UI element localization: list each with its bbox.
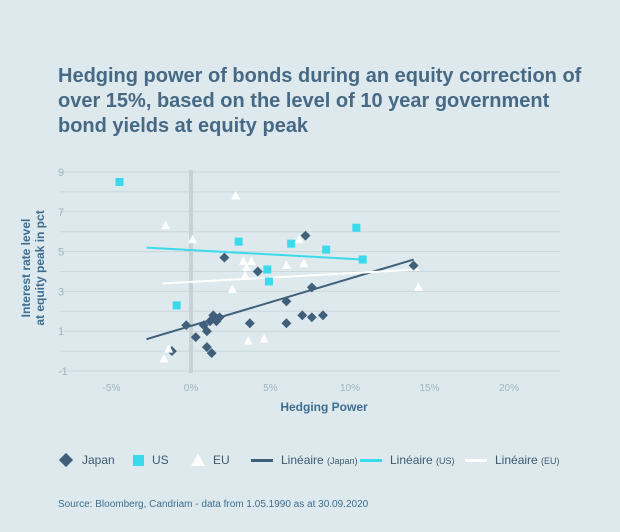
legend-label-japan: Japan [82, 453, 115, 467]
eu-point [231, 190, 241, 200]
japan-point [408, 260, 419, 271]
japan-point [219, 252, 230, 263]
x-tick-label: 10% [340, 383, 360, 394]
japan-point [300, 230, 311, 241]
legend-item-japan: Japan [58, 449, 115, 471]
eu-point [413, 282, 423, 291]
trendline-layer [146, 246, 419, 341]
x-tick-label: 0% [184, 383, 199, 394]
us-point [287, 239, 296, 248]
eu-point [164, 344, 174, 353]
us-point [115, 177, 124, 186]
legend: Japan US EU Linéaire (Japan) Linéaire (U… [0, 449, 620, 471]
japan-point [181, 320, 192, 331]
legend-item-lin-japan: Linéaire (Japan) [251, 449, 358, 471]
japan-line-icon [251, 458, 273, 462]
japan-point [281, 296, 292, 307]
eu-point [259, 334, 269, 343]
y-tick-label: 7 [58, 207, 64, 219]
eu-line-icon [465, 458, 487, 462]
eu-point [188, 234, 198, 244]
us-point [234, 237, 243, 246]
us-point [322, 245, 331, 254]
us-point [172, 301, 181, 310]
eu-point [159, 354, 169, 363]
y-axis-title: Interest rate levelat equity peak in pct [19, 210, 47, 325]
legend-label-us: US [152, 453, 169, 467]
legend-item-us: US [133, 449, 169, 471]
source-note: Source: Bloomberg, Candriam - data from … [58, 499, 369, 510]
legend-label-eu: EU [213, 453, 230, 467]
japan-point [306, 282, 317, 293]
zero-axis-line [189, 170, 193, 373]
japan-point [297, 310, 308, 321]
legend-item-lin-us: Linéaire (US) [360, 449, 455, 471]
japan-point [306, 312, 317, 323]
japan-point [201, 342, 212, 353]
x-tick-label: 5% [263, 383, 278, 394]
eu-point [238, 256, 248, 266]
japan-diamond-icon [58, 452, 74, 468]
eu-point [246, 256, 256, 266]
eu-point [281, 260, 291, 270]
japan-point [206, 348, 217, 359]
eu-point [227, 284, 237, 293]
legend-item-lin-eu: Linéaire (EU) [465, 449, 560, 471]
us-point [264, 277, 273, 286]
grid-layer [60, 170, 560, 373]
eu-triangle-icon [191, 454, 205, 466]
japan-point [281, 318, 292, 329]
japan-point [190, 332, 201, 343]
chart-title: Hedging power of bonds during an equity … [58, 65, 582, 137]
eu-point [243, 336, 253, 345]
us-point [263, 265, 272, 274]
japan-point [252, 266, 263, 277]
x-axis-title: Hedging Power [280, 400, 368, 414]
y-tick-label: 3 [58, 286, 64, 298]
y-tick-label: 9 [58, 167, 64, 179]
x-tick-label: 20% [499, 383, 519, 394]
us-point [352, 223, 361, 232]
legend-label-lin-eu: Linéaire (EU) [495, 453, 560, 467]
japan-point [318, 310, 328, 321]
point-layer [115, 177, 423, 363]
tick-layer: -1 1 3 5 7 9 -5% 0% 5% 10% 15% 20% [58, 167, 519, 394]
y-axis-title-line: at equity peak in pct [33, 210, 47, 325]
us-point [358, 255, 367, 264]
eu-point [240, 270, 250, 279]
legend-label-lin-japan: Linéaire (Japan) [281, 453, 358, 467]
x-tick-label: 15% [419, 383, 439, 394]
trendline-eu [162, 268, 419, 285]
y-axis-title-line: Interest rate level [19, 219, 33, 318]
y-tick-label: -1 [58, 366, 68, 378]
trendline-us [146, 246, 363, 261]
y-tick-label: 1 [58, 326, 64, 338]
legend-label-lin-us: Linéaire (US) [390, 453, 455, 467]
axis-label-layer: Hedging Power Interest rate levelat equit… [19, 210, 368, 414]
eu-point [294, 234, 304, 244]
japan-point [244, 318, 255, 329]
japan-point [201, 326, 212, 337]
legend-item-eu: EU [191, 449, 230, 471]
y-tick-label: 5 [58, 247, 64, 259]
eu-point [299, 258, 309, 268]
us-line-icon [360, 458, 382, 462]
x-tick-label: -5% [103, 383, 121, 394]
eu-point [242, 262, 252, 272]
us-square-icon [133, 454, 144, 466]
eu-point [161, 220, 171, 230]
japan-point [214, 312, 225, 323]
